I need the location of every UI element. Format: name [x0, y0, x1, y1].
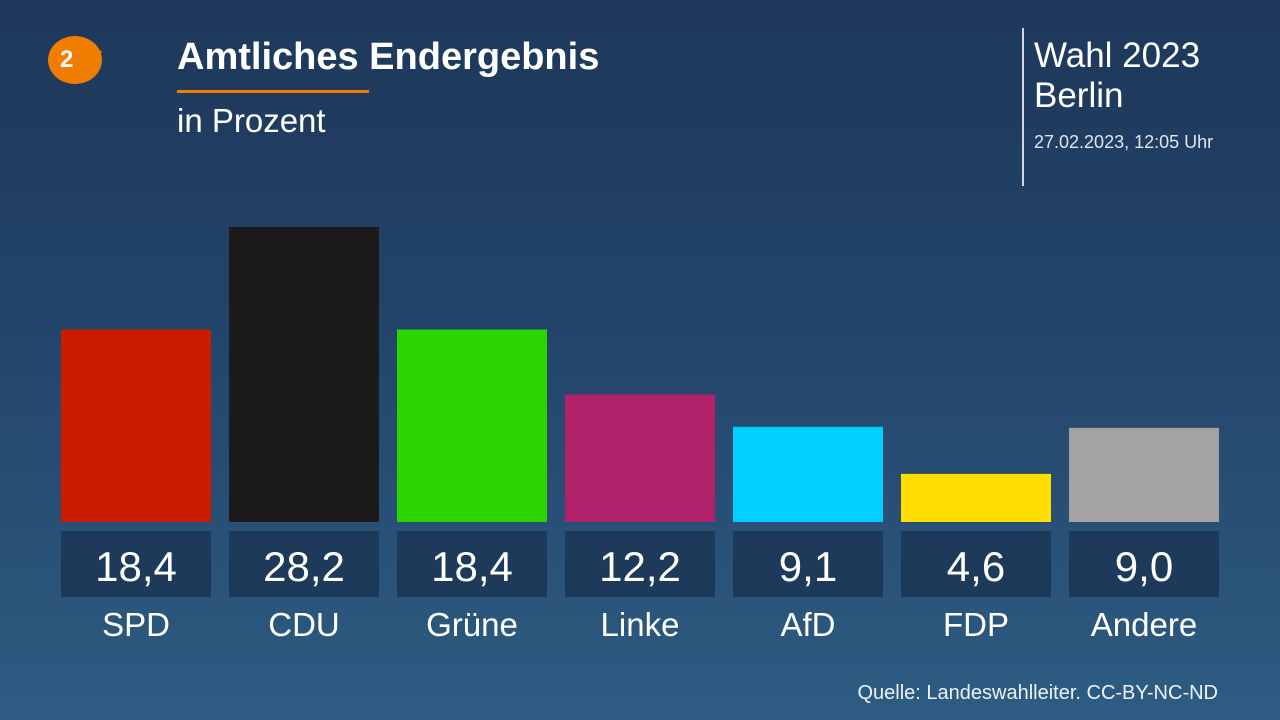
value-box	[901, 531, 1051, 597]
divider	[1022, 28, 1024, 186]
value-box	[397, 531, 547, 597]
value-box	[733, 531, 883, 597]
chart-subtitle: in Prozent	[177, 102, 326, 139]
data-label: 9,1	[779, 543, 837, 590]
source-note: Quelle: Landeswahlleiter. CC-BY-NC-ND	[857, 682, 1218, 704]
election-region: Berlin	[1034, 76, 1124, 115]
zdf-logo-text: 2DF	[60, 46, 102, 73]
value-box	[61, 531, 211, 597]
zdf-logo	[48, 36, 102, 84]
bar-afd	[733, 426, 883, 522]
category-label: AfD	[780, 606, 835, 643]
value-box	[229, 531, 379, 597]
bar-fdp	[901, 473, 1051, 522]
category-label: SPD	[102, 606, 170, 643]
bar-cdu	[229, 227, 379, 522]
category-label: CDU	[268, 606, 340, 643]
category-label: FDP	[943, 606, 1009, 643]
bar-linke	[565, 394, 715, 522]
bar-spd	[61, 329, 211, 522]
data-label: 12,2	[599, 543, 681, 590]
category-label: Andere	[1091, 606, 1197, 643]
category-label: Grüne	[426, 606, 518, 643]
chart-title: Amtliches Endergebnis	[177, 36, 600, 78]
data-label: 9,0	[1115, 543, 1173, 590]
data-label: 18,4	[431, 543, 513, 590]
bar-andere	[1069, 427, 1219, 522]
data-label: 18,4	[95, 543, 177, 590]
value-box	[565, 531, 715, 597]
data-label: 4,6	[947, 543, 1005, 590]
election-name: Wahl 2023	[1034, 36, 1201, 75]
bar-grüne	[397, 329, 547, 522]
value-box	[1069, 531, 1219, 597]
title-underline	[177, 90, 369, 93]
timestamp: 27.02.2023, 12:05 Uhr	[1034, 132, 1214, 152]
category-label: Linke	[601, 606, 680, 643]
election-info: Wahl 2023 Berlin	[1034, 36, 1200, 116]
data-label: 28,2	[263, 543, 345, 590]
